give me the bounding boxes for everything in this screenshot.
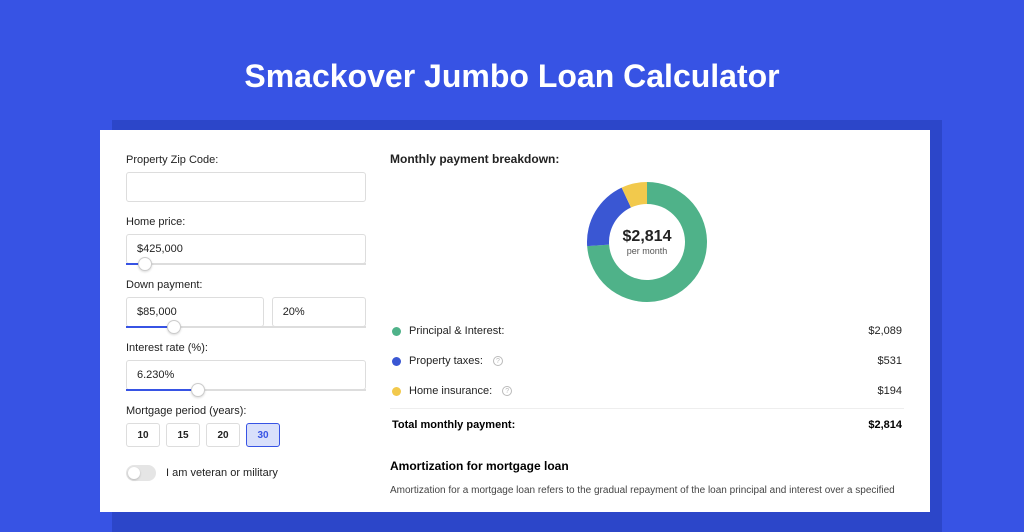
home-price-label: Home price: <box>126 216 366 228</box>
period-field: Mortgage period (years): 10152030 <box>126 405 366 447</box>
down-payment-input[interactable] <box>126 297 264 327</box>
legend-dot <box>392 387 401 396</box>
donut-chart-wrap: $2,814 per month <box>390 176 904 316</box>
home-price-input[interactable] <box>126 234 366 264</box>
page-title: Smackover Jumbo Loan Calculator <box>0 0 1024 123</box>
legend-value: $2,089 <box>868 325 902 337</box>
breakdown-title: Monthly payment breakdown: <box>390 152 904 166</box>
donut-amount: $2,814 <box>623 228 672 246</box>
down-payment-label: Down payment: <box>126 279 366 291</box>
legend-label: Principal & Interest: <box>409 325 504 337</box>
home-price-slider[interactable] <box>126 263 366 265</box>
form-column: Property Zip Code: Home price: Down paym… <box>126 152 366 512</box>
period-btn-15[interactable]: 15 <box>166 423 200 447</box>
donut-sub: per month <box>627 246 668 256</box>
period-btn-10[interactable]: 10 <box>126 423 160 447</box>
veteran-label: I am veteran or military <box>166 467 278 479</box>
zip-input[interactable] <box>126 172 366 202</box>
veteran-row: I am veteran or military <box>126 465 366 481</box>
legend: Principal & Interest: $2,089 Property taxe… <box>390 316 904 406</box>
interest-rate-slider[interactable] <box>126 389 366 391</box>
total-label: Total monthly payment: <box>392 419 515 431</box>
total-value: $2,814 <box>868 419 902 431</box>
legend-value: $194 <box>878 385 902 397</box>
down-payment-slider[interactable] <box>126 326 366 328</box>
down-payment-percent-input[interactable] <box>272 297 366 327</box>
period-label: Mortgage period (years): <box>126 405 366 417</box>
calculator-panel: Property Zip Code: Home price: Down paym… <box>100 130 930 512</box>
zip-label: Property Zip Code: <box>126 154 366 166</box>
period-buttons: 10152030 <box>126 423 366 447</box>
info-icon[interactable]: ? <box>493 356 503 366</box>
legend-dot <box>392 357 401 366</box>
legend-label: Home insurance: <box>409 385 492 397</box>
zip-field: Property Zip Code: <box>126 154 366 202</box>
interest-rate-input[interactable] <box>126 360 366 390</box>
amortization-text: Amortization for a mortgage loan refers … <box>390 483 904 498</box>
amortization-title: Amortization for mortgage loan <box>390 459 904 473</box>
period-btn-30[interactable]: 30 <box>246 423 280 447</box>
down-payment-field: Down payment: <box>126 279 366 328</box>
period-btn-20[interactable]: 20 <box>206 423 240 447</box>
veteran-toggle[interactable] <box>126 465 156 481</box>
interest-rate-field: Interest rate (%): <box>126 342 366 391</box>
legend-row: Principal & Interest: $2,089 <box>390 316 904 346</box>
total-row: Total monthly payment: $2,814 <box>390 408 904 441</box>
interest-rate-label: Interest rate (%): <box>126 342 366 354</box>
legend-row: Home insurance:? $194 <box>390 376 904 406</box>
legend-label: Property taxes: <box>409 355 483 367</box>
legend-value: $531 <box>878 355 902 367</box>
legend-dot <box>392 327 401 336</box>
breakdown-column: Monthly payment breakdown: $2,814 per mo… <box>390 152 904 512</box>
info-icon[interactable]: ? <box>502 386 512 396</box>
donut-chart: $2,814 per month <box>587 182 707 302</box>
legend-row: Property taxes:? $531 <box>390 346 904 376</box>
home-price-field: Home price: <box>126 216 366 265</box>
donut-center: $2,814 per month <box>587 182 707 302</box>
